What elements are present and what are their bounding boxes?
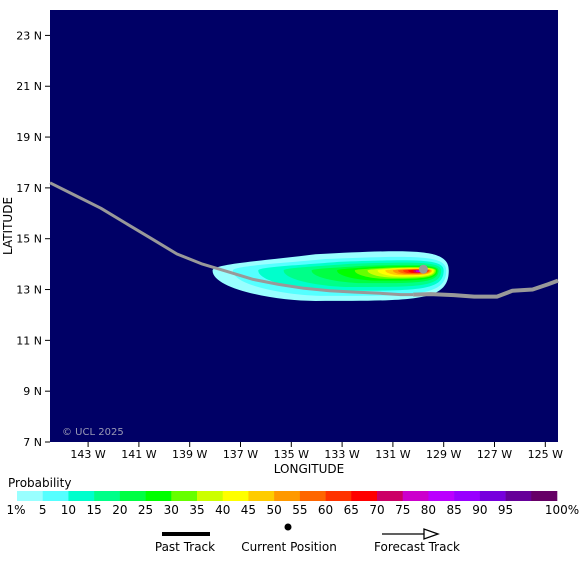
colorbar-label: 50 <box>267 503 282 517</box>
y-tick-label: 13 N <box>16 284 42 297</box>
colorbar-label: 55 <box>292 503 307 517</box>
colorbar-label: 100% <box>545 503 579 517</box>
colorbar-swatch <box>145 491 172 501</box>
current-position-swatch <box>284 523 292 531</box>
colorbar-swatch <box>222 491 249 501</box>
colorbar-label: 25 <box>138 503 153 517</box>
colorbar-label: 65 <box>344 503 359 517</box>
colorbar-label: 10 <box>61 503 76 517</box>
y-tick-label: 21 N <box>16 80 42 93</box>
colorbar-label: 60 <box>318 503 333 517</box>
y-tick-label: 19 N <box>16 131 42 144</box>
storm-track <box>49 181 559 299</box>
colorbar-swatch <box>274 491 301 501</box>
x-tick-label: 143 W <box>70 448 105 461</box>
colorbar-swatch <box>197 491 224 501</box>
watermark: © UCL 2025 <box>62 427 124 438</box>
x-tick-label: 131 W <box>375 448 410 461</box>
colorbar-swatch <box>479 491 506 501</box>
x-tick-label: 135 W <box>274 448 309 461</box>
colorbar-swatch <box>171 491 198 501</box>
forecast-track-label: Forecast Track <box>374 540 460 554</box>
colorbar-swatch <box>505 491 532 501</box>
colorbar-label: 45 <box>241 503 256 517</box>
forecast-track-arrow-icon <box>423 528 440 540</box>
colorbar-label: 5 <box>39 503 47 517</box>
map-plot-area: © UCL 2025 <box>49 10 559 442</box>
probability-colorbar <box>17 491 558 501</box>
y-tick-label: 23 N <box>16 29 42 42</box>
colorbar-swatch <box>402 491 429 501</box>
colorbar-swatch <box>454 491 481 501</box>
colorbar-label: 1% <box>6 503 25 517</box>
colorbar-swatch <box>42 491 69 501</box>
y-tick-label: 9 N <box>23 385 42 398</box>
colorbar-swatch <box>248 491 275 501</box>
ocean-background <box>50 10 558 442</box>
colorbar-label: 15 <box>87 503 102 517</box>
y-axis: 23 N 21 N 19 N 17 N 15 N 13 N 11 N 9 N 7 N <box>16 29 50 449</box>
colorbar-swatch <box>17 491 44 501</box>
past-track-label: Past Track <box>155 540 215 554</box>
y-tick-label: 11 N <box>16 334 42 347</box>
colorbar-swatch <box>428 491 455 501</box>
current-position-label: Current Position <box>241 540 337 554</box>
colorbar-label: 90 <box>472 503 487 517</box>
probability-swath <box>212 251 449 301</box>
colorbar-label: 85 <box>447 503 462 517</box>
x-tick-label: 125 W <box>528 448 563 461</box>
colorbar-label: 75 <box>395 503 410 517</box>
forecast-track-line <box>413 278 559 299</box>
colorbar-title: Probability <box>8 476 71 490</box>
past-track-line <box>49 181 414 297</box>
current-position-marker <box>418 264 428 274</box>
x-tick-label: 141 W <box>121 448 156 461</box>
colorbar-label: 20 <box>112 503 127 517</box>
x-axis-label: LONGITUDE <box>274 462 344 476</box>
colorbar-swatch <box>377 491 404 501</box>
y-tick-label: 15 N <box>16 233 42 246</box>
colorbar-swatch <box>94 491 121 501</box>
colorbar-label: 95 <box>498 503 513 517</box>
x-axis: 143 W 141 W 139 W 137 W 135 W 133 W 131 W 129 W… <box>70 442 563 461</box>
colorbar-swatch <box>351 491 378 501</box>
x-tick-label: 127 W <box>477 448 512 461</box>
colorbar-swatch <box>299 491 326 501</box>
y-tick-label: 7 N <box>23 436 42 449</box>
colorbar-swatch <box>68 491 95 501</box>
colorbar-label: 70 <box>369 503 384 517</box>
colorbar-swatch <box>119 491 146 501</box>
legend: Past Track Current Position Forecast Tra… <box>155 523 460 554</box>
colorbar-swatch <box>325 491 352 501</box>
colorbar-label: 30 <box>164 503 179 517</box>
y-tick-label: 17 N <box>16 182 42 195</box>
colorbar-label: 40 <box>215 503 230 517</box>
x-tick-label: 139 W <box>172 448 207 461</box>
x-tick-label: 129 W <box>426 448 461 461</box>
colorbar-label: 80 <box>421 503 436 517</box>
colorbar-labels: 1% 5 10 15 20 25 30 35 40 45 50 55 60 65 70 75 80 85 90 95 1… <box>6 503 579 517</box>
x-tick-label: 137 W <box>223 448 258 461</box>
colorbar-label: 35 <box>189 503 204 517</box>
colorbar-swatch <box>531 491 558 501</box>
x-tick-label: 133 W <box>324 448 359 461</box>
y-axis-label: LATITUDE <box>1 197 15 255</box>
